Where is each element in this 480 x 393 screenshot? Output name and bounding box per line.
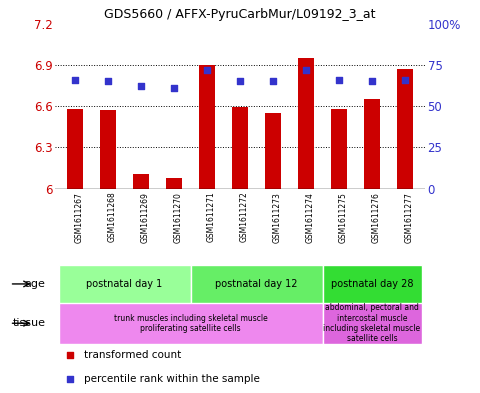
Point bbox=[401, 77, 409, 83]
Point bbox=[368, 78, 376, 84]
Point bbox=[137, 83, 145, 90]
Text: GSM1611272: GSM1611272 bbox=[240, 192, 249, 242]
Text: GSM1611277: GSM1611277 bbox=[405, 192, 414, 242]
Point bbox=[71, 77, 79, 83]
Bar bbox=[133, 174, 149, 189]
Text: GSM1611268: GSM1611268 bbox=[108, 192, 117, 242]
Text: abdominal, pectoral and
intercostal muscle
including skeletal muscle
satellite c: abdominal, pectoral and intercostal musc… bbox=[324, 303, 420, 343]
Bar bbox=[100, 110, 116, 189]
Text: GSM1611274: GSM1611274 bbox=[306, 192, 315, 242]
Text: percentile rank within the sample: percentile rank within the sample bbox=[84, 374, 260, 384]
Bar bbox=[323, 265, 421, 303]
Point bbox=[203, 67, 211, 73]
Bar bbox=[191, 265, 323, 303]
Bar bbox=[67, 109, 83, 189]
Text: age: age bbox=[25, 279, 46, 289]
Bar bbox=[397, 69, 413, 189]
Bar bbox=[331, 109, 347, 189]
Text: transformed count: transformed count bbox=[84, 350, 181, 360]
Point bbox=[66, 376, 73, 382]
Bar bbox=[199, 65, 215, 189]
Point bbox=[66, 352, 73, 358]
Bar bbox=[323, 303, 421, 344]
Point bbox=[335, 77, 343, 83]
Bar bbox=[298, 58, 314, 189]
Point bbox=[269, 78, 277, 84]
Point bbox=[104, 78, 112, 84]
Text: GSM1611267: GSM1611267 bbox=[75, 192, 84, 242]
Text: GSM1611275: GSM1611275 bbox=[339, 192, 348, 242]
Bar bbox=[59, 265, 191, 303]
Text: GSM1611276: GSM1611276 bbox=[372, 192, 381, 242]
Text: trunk muscles including skeletal muscle
proliferating satellite cells: trunk muscles including skeletal muscle … bbox=[114, 314, 267, 333]
Bar bbox=[364, 99, 380, 189]
Text: postnatal day 1: postnatal day 1 bbox=[86, 279, 163, 289]
Title: GDS5660 / AFFX-PyruCarbMur/L09192_3_at: GDS5660 / AFFX-PyruCarbMur/L09192_3_at bbox=[104, 8, 376, 21]
Bar bbox=[59, 303, 323, 344]
Point bbox=[170, 85, 178, 91]
Bar bbox=[232, 108, 248, 189]
Text: GSM1611270: GSM1611270 bbox=[174, 192, 183, 242]
Text: postnatal day 28: postnatal day 28 bbox=[331, 279, 413, 289]
Text: GSM1611269: GSM1611269 bbox=[141, 192, 150, 242]
Point bbox=[302, 67, 310, 73]
Point bbox=[236, 78, 244, 84]
Text: postnatal day 12: postnatal day 12 bbox=[215, 279, 298, 289]
Text: tissue: tissue bbox=[12, 318, 46, 328]
Text: GSM1611273: GSM1611273 bbox=[273, 192, 282, 242]
Bar bbox=[166, 178, 182, 189]
Bar bbox=[265, 113, 281, 189]
Text: GSM1611271: GSM1611271 bbox=[207, 192, 216, 242]
